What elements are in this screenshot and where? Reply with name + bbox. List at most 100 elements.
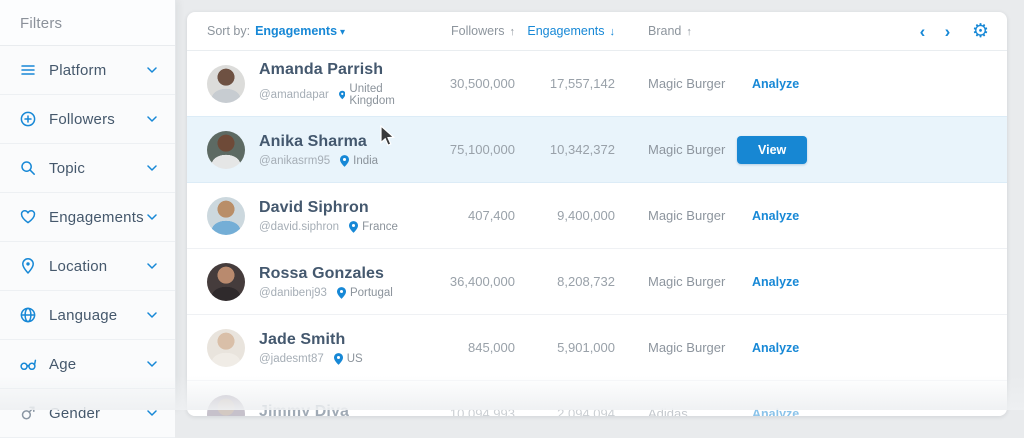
engagements-value: 10,342,372 xyxy=(549,142,615,157)
influencer-handle: @amandapar xyxy=(259,88,329,101)
table-row[interactable]: David Siphron @david.siphron France 407,… xyxy=(187,182,1007,248)
sidebar-item-label: Followers xyxy=(49,110,115,128)
influencer-name[interactable]: Amanda Parrish xyxy=(259,60,384,78)
sort-asc-icon: ↑ xyxy=(509,26,516,38)
influencer-handle: @david.siphron xyxy=(259,220,340,233)
influencer-handle: @anikasrm95 xyxy=(259,154,331,167)
analyze-link[interactable]: Analyze xyxy=(752,76,800,91)
next-page-button[interactable]: › xyxy=(944,21,951,41)
followers-icon xyxy=(19,110,37,128)
analyze-link[interactable]: Analyze xyxy=(752,406,800,417)
sort-by-label: Sort by: xyxy=(207,24,251,38)
analyze-link[interactable]: Analyze xyxy=(752,340,800,355)
analyze-link[interactable]: Analyze xyxy=(752,208,800,223)
influencer-location: France xyxy=(362,220,398,233)
view-button[interactable]: View xyxy=(737,135,808,164)
influencer-location: United Kingdom xyxy=(349,82,395,107)
engagements-value: 17,557,142 xyxy=(549,76,615,91)
row-action: Analyze xyxy=(737,207,857,225)
location-pin-icon xyxy=(340,154,350,167)
influencer-handle: @danibenj93 xyxy=(259,286,327,299)
sort-desc-icon: ↓ xyxy=(609,26,616,38)
engagements-value: 8,208,732 xyxy=(557,274,615,289)
avatar xyxy=(207,328,245,367)
chevron-down-icon xyxy=(147,361,157,367)
chevron-down-icon xyxy=(147,410,157,416)
avatar xyxy=(207,196,245,235)
table-row[interactable]: Anika Sharma @anikasrm95 India 75,100,00… xyxy=(187,116,1007,182)
followers-value: 845,000 xyxy=(468,340,515,355)
followers-value: 75,100,000 xyxy=(449,142,515,157)
influencer-location: India xyxy=(353,154,379,167)
sidebar-item-topic[interactable]: Topic xyxy=(0,144,175,193)
column-header-followers[interactable]: Followers ↑ xyxy=(451,24,515,38)
table-row[interactable]: Rossa Gonzales @danibenj93 Portugal 36,4… xyxy=(187,248,1007,314)
row-action: Analyze xyxy=(737,339,857,357)
sidebar-item-gender[interactable]: Gender xyxy=(0,389,175,438)
sidebar-item-platform[interactable]: Platform xyxy=(0,46,175,95)
age-icon xyxy=(19,355,37,373)
brand-value: Magic Burger xyxy=(648,274,726,289)
table-row[interactable]: Jimmy Diya 10,094,993 2,094,094 Adidas A… xyxy=(187,380,1007,416)
sidebar-item-engagements[interactable]: Engagements xyxy=(0,193,175,242)
brand-value: Adidas xyxy=(648,406,688,416)
topic-icon xyxy=(19,159,37,177)
filters-title: Filters xyxy=(0,0,175,46)
influencer-name[interactable]: David Siphron xyxy=(259,198,369,216)
chevron-down-icon xyxy=(147,214,157,220)
followers-value: 30,500,000 xyxy=(449,76,515,91)
row-action: Analyze xyxy=(737,405,857,417)
brand-value: Magic Burger xyxy=(648,208,726,223)
chevron-down-icon xyxy=(147,116,157,122)
influencer-handle: @jadesmt87 xyxy=(259,352,324,365)
column-header-brand[interactable]: Brand ↑ xyxy=(648,24,692,38)
sidebar-item-location[interactable]: Location xyxy=(0,242,175,291)
avatar xyxy=(207,130,245,169)
sidebar-item-followers[interactable]: Followers xyxy=(0,95,175,144)
sidebar-item-label: Gender xyxy=(49,404,101,422)
engagements-icon xyxy=(19,208,37,226)
location-icon xyxy=(19,257,37,275)
table-controls: ‹ › ⚙ xyxy=(910,12,989,50)
prev-page-button[interactable]: ‹ xyxy=(919,21,926,41)
followers-value: 36,400,000 xyxy=(449,274,515,289)
chevron-down-icon xyxy=(147,312,157,318)
location-pin-icon xyxy=(349,220,359,233)
caret-down-icon: ▾ xyxy=(340,27,346,38)
followers-value: 407,400 xyxy=(468,208,515,223)
avatar xyxy=(207,64,245,103)
sidebar-item-label: Topic xyxy=(49,159,86,177)
row-action: Analyze xyxy=(737,75,857,93)
language-icon xyxy=(19,306,37,324)
influencer-name[interactable]: Jimmy Diya xyxy=(259,402,349,417)
brand-value: Magic Burger xyxy=(648,76,726,91)
row-action: View xyxy=(737,135,857,164)
influencer-location: US xyxy=(346,352,363,365)
sidebar-item-label: Age xyxy=(49,355,77,373)
followers-value: 10,094,993 xyxy=(449,406,515,416)
influencer-name[interactable]: Jade Smith xyxy=(259,330,346,348)
filters-sidebar: Filters Platform Followers Topic Engagem… xyxy=(0,0,176,438)
table-row[interactable]: Amanda Parrish @amandapar United Kingdom… xyxy=(187,51,1007,116)
influencer-name[interactable]: Anika Sharma xyxy=(259,132,367,150)
sidebar-item-language[interactable]: Language xyxy=(0,291,175,340)
chevron-down-icon xyxy=(147,263,157,269)
sidebar-item-label: Location xyxy=(49,257,108,275)
sidebar-item-label: Engagements xyxy=(49,208,144,226)
location-pin-icon xyxy=(333,352,343,365)
influencer-name[interactable]: Rossa Gonzales xyxy=(259,264,385,282)
sort-by-value[interactable]: Engagements xyxy=(255,24,338,38)
location-pin-icon xyxy=(336,286,346,299)
analyze-link[interactable]: Analyze xyxy=(752,274,800,289)
sidebar-item-label: Language xyxy=(49,306,118,324)
sort-by-control[interactable]: Sort by: Engagements ▾ xyxy=(207,24,409,38)
location-pin-icon xyxy=(338,90,346,99)
engagements-value: 5,901,000 xyxy=(557,340,615,355)
table-row[interactable]: Jade Smith @jadesmt87 US 845,000 5,901,0… xyxy=(187,314,1007,380)
platform-icon xyxy=(19,61,37,79)
sidebar-item-age[interactable]: Age xyxy=(0,340,175,389)
chevron-down-icon xyxy=(147,67,157,73)
column-header-engagements[interactable]: Engagements ↓ xyxy=(527,24,615,38)
avatar xyxy=(207,262,245,301)
gear-icon[interactable]: ⚙ xyxy=(971,20,989,42)
